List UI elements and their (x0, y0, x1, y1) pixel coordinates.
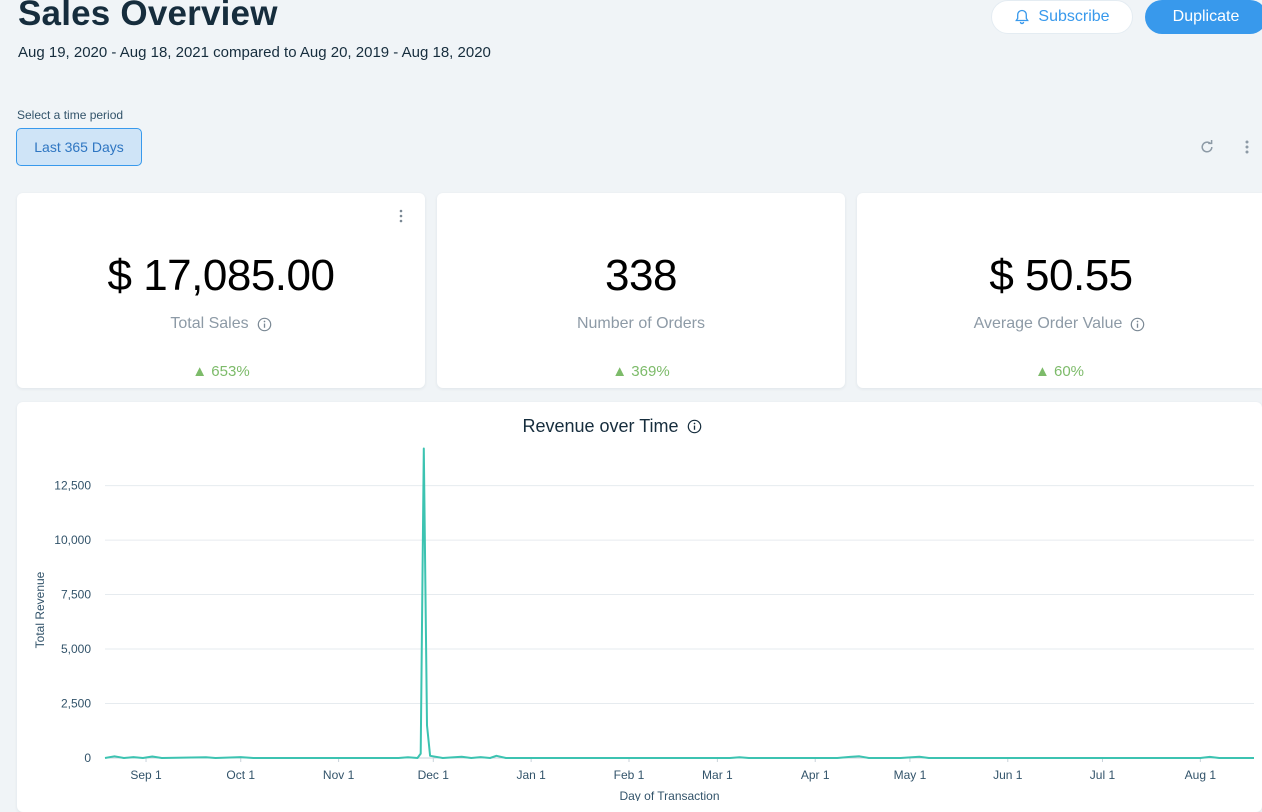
refresh-button[interactable] (1196, 136, 1218, 158)
info-icon[interactable] (687, 419, 702, 434)
x-tick-label: Sep 1 (130, 768, 162, 782)
kpi-label: Number of Orders (437, 315, 845, 333)
x-tick-label: Jul 1 (1090, 768, 1116, 782)
time-period-select[interactable]: Last 365 Days (16, 128, 142, 166)
revenue-series-line (104, 447, 1254, 759)
kpi-card-orders: 338 Number of Orders ▲ 369% (437, 193, 845, 388)
y-tick-label: 12,500 (54, 479, 91, 493)
x-tick-label: Jan 1 (516, 768, 546, 782)
more-vertical-icon (1245, 140, 1249, 154)
x-tick-label: Feb 1 (614, 768, 645, 782)
refresh-icon (1201, 140, 1213, 153)
revenue-chart-card: Revenue over Time 0 2,500 5,000 7,500 10,000… (17, 402, 1262, 812)
kpi-change: ▲ 60% (1034, 363, 1085, 380)
y-tick-label: 2,500 (61, 697, 91, 711)
more-vertical-icon (399, 209, 403, 223)
kpi-label: Total Sales (17, 315, 425, 333)
kpi-change: ▲ 369% (612, 363, 670, 380)
kpi-value: 338 (605, 251, 677, 300)
kpi-change: ▲ 653% (192, 363, 250, 380)
kpi-card-average-order: $ 50.55 Average Order Value ▲ 60% (857, 193, 1262, 388)
kpi-label: Average Order Value (857, 315, 1262, 333)
duplicate-button[interactable]: Duplicate (1145, 0, 1262, 34)
kpi-label-text: Total Sales (170, 315, 249, 332)
kpi-label-text: Average Order Value (973, 315, 1123, 332)
y-tick-label: 0 (84, 751, 91, 765)
y-axis-label: Total Revenue (33, 571, 47, 648)
x-tick-label: Jun 1 (993, 768, 1023, 782)
x-tick-label: Oct 1 (226, 768, 255, 782)
period-label: Select a time period (17, 108, 124, 122)
y-tick-label: 7,500 (61, 588, 91, 602)
page-title: Sales Overview (18, 0, 278, 33)
x-tick-label: Apr 1 (801, 768, 830, 782)
info-icon[interactable] (257, 317, 272, 332)
x-tick-label: May 1 (894, 768, 927, 782)
x-tick-label: Nov 1 (323, 768, 355, 782)
card-menu-button[interactable] (395, 207, 407, 225)
chart-title-text: Revenue over Time (522, 416, 679, 436)
subscribe-button[interactable]: Subscribe (991, 0, 1133, 34)
bell-icon (1015, 9, 1030, 25)
x-tick-label: Aug 1 (1185, 768, 1217, 782)
kpi-value: $ 17,085.00 (107, 251, 335, 300)
kpi-label-text: Number of Orders (576, 315, 706, 332)
y-tick-label: 10,000 (54, 533, 91, 547)
x-tick-label: Mar 1 (702, 768, 733, 782)
chart-title: Revenue over Time (17, 416, 1207, 437)
page-menu-button[interactable] (1236, 136, 1258, 158)
subscribe-label: Subscribe (1038, 8, 1110, 25)
kpi-card-total-sales: $ 17,085.00 Total Sales ▲ 653% (17, 193, 425, 388)
x-axis-label: Day of Transaction (619, 789, 719, 801)
info-icon[interactable] (1130, 317, 1145, 332)
x-tick-label: Dec 1 (418, 768, 450, 782)
y-tick-label: 5,000 (61, 642, 91, 656)
date-range: Aug 19, 2020 - Aug 18, 2021 compared to … (18, 44, 491, 61)
kpi-value: $ 50.55 (989, 251, 1133, 300)
revenue-line-chart: 0 2,500 5,000 7,500 10,000 12,500 Sep 1 Oct 1 No… (33, 447, 1254, 801)
